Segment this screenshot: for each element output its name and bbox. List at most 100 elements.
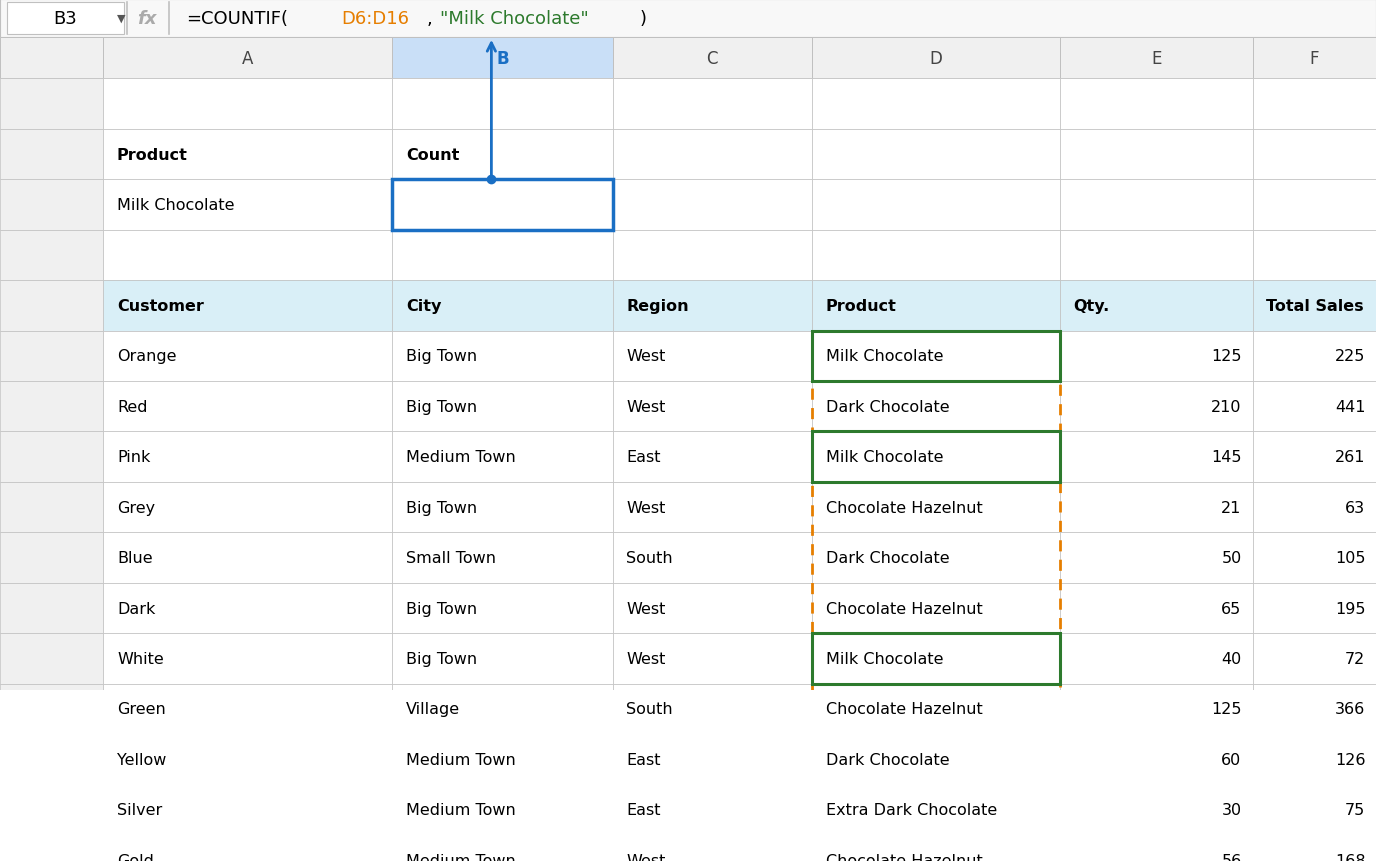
- Bar: [812, 634, 1060, 684]
- Bar: [393, 734, 612, 784]
- Bar: [1060, 432, 1252, 482]
- Bar: [393, 482, 612, 533]
- Bar: [0, 784, 103, 835]
- Text: Dark Chocolate: Dark Chocolate: [826, 752, 949, 767]
- Bar: [0, 180, 103, 231]
- Text: D6:D16: D6:D16: [341, 10, 409, 28]
- Text: Big Town: Big Town: [407, 500, 477, 515]
- Text: Customer: Customer: [117, 299, 204, 313]
- Bar: [1252, 381, 1377, 432]
- Bar: [393, 784, 612, 835]
- Text: Grey: Grey: [117, 500, 155, 515]
- Bar: [1252, 331, 1377, 381]
- Bar: [612, 583, 812, 634]
- Bar: [612, 482, 812, 533]
- Bar: [103, 281, 393, 331]
- Bar: [103, 130, 393, 180]
- Text: 125: 125: [1212, 349, 1241, 364]
- Text: 50: 50: [1221, 550, 1241, 566]
- Text: City: City: [407, 299, 441, 313]
- Bar: [812, 130, 1060, 180]
- Bar: [0, 684, 103, 734]
- Text: Chocolate Hazelnut: Chocolate Hazelnut: [826, 852, 983, 861]
- Bar: [0, 381, 103, 432]
- Bar: [612, 180, 812, 231]
- Text: 126: 126: [1335, 752, 1366, 767]
- Text: Product: Product: [117, 147, 187, 163]
- Bar: [0, 331, 103, 381]
- Bar: [612, 684, 812, 734]
- Bar: [1060, 533, 1252, 583]
- Bar: [812, 331, 1060, 381]
- Text: Milk Chocolate: Milk Chocolate: [117, 198, 235, 213]
- Text: 65: 65: [1221, 601, 1241, 616]
- Text: Total Sales: Total Sales: [1266, 299, 1364, 313]
- Bar: [103, 634, 393, 684]
- Text: 168: 168: [1335, 852, 1366, 861]
- Text: West: West: [626, 852, 666, 861]
- Text: 3: 3: [591, 198, 601, 213]
- Text: 145: 145: [1212, 449, 1241, 465]
- Text: East: East: [626, 449, 661, 465]
- Text: West: West: [626, 349, 666, 364]
- Bar: [812, 231, 1060, 281]
- Text: 210: 210: [1212, 400, 1241, 414]
- Bar: [612, 533, 812, 583]
- Text: Red: Red: [117, 400, 147, 414]
- Bar: [1252, 281, 1377, 331]
- Bar: [393, 79, 612, 130]
- Text: D: D: [930, 50, 942, 68]
- Text: 21: 21: [1221, 500, 1241, 515]
- Bar: [812, 583, 1060, 634]
- Bar: [0, 38, 103, 79]
- Text: 195: 195: [1335, 601, 1366, 616]
- Bar: [1060, 583, 1252, 634]
- Text: fx: fx: [137, 10, 157, 28]
- Bar: [612, 281, 812, 331]
- Bar: [1252, 231, 1377, 281]
- Text: West: West: [626, 601, 666, 616]
- Bar: [103, 231, 393, 281]
- Text: South: South: [626, 550, 673, 566]
- Bar: [0, 130, 103, 180]
- Text: A: A: [242, 50, 254, 68]
- Bar: [812, 634, 1060, 684]
- Bar: [1252, 533, 1377, 583]
- Bar: [103, 533, 393, 583]
- Bar: [103, 583, 393, 634]
- Text: Orange: Orange: [117, 349, 176, 364]
- Bar: [812, 331, 1060, 861]
- Bar: [103, 79, 393, 130]
- Bar: [1252, 634, 1377, 684]
- Bar: [612, 381, 812, 432]
- Bar: [1060, 79, 1252, 130]
- Text: 63: 63: [1345, 500, 1366, 515]
- Text: East: East: [626, 802, 661, 817]
- Bar: [393, 281, 612, 331]
- Bar: [612, 331, 812, 381]
- Bar: [0, 734, 103, 784]
- Text: White: White: [117, 651, 164, 666]
- Bar: [103, 482, 393, 533]
- Text: East: East: [626, 752, 661, 767]
- Bar: [812, 331, 1060, 381]
- Bar: [393, 583, 612, 634]
- Bar: [393, 180, 612, 231]
- Text: Milk Chocolate: Milk Chocolate: [826, 651, 944, 666]
- Bar: [612, 784, 812, 835]
- Bar: [393, 684, 612, 734]
- Text: Medium Town: Medium Town: [407, 852, 516, 861]
- Bar: [612, 231, 812, 281]
- Bar: [393, 835, 612, 861]
- Bar: [393, 38, 612, 79]
- Bar: [812, 38, 1060, 79]
- Text: Big Town: Big Town: [407, 349, 477, 364]
- Bar: [1060, 784, 1252, 835]
- Bar: [812, 784, 1060, 835]
- Bar: [393, 432, 612, 482]
- Bar: [1252, 734, 1377, 784]
- Text: 72: 72: [1345, 651, 1366, 666]
- Bar: [103, 331, 393, 381]
- Bar: [1252, 482, 1377, 533]
- Text: Chocolate Hazelnut: Chocolate Hazelnut: [826, 702, 983, 716]
